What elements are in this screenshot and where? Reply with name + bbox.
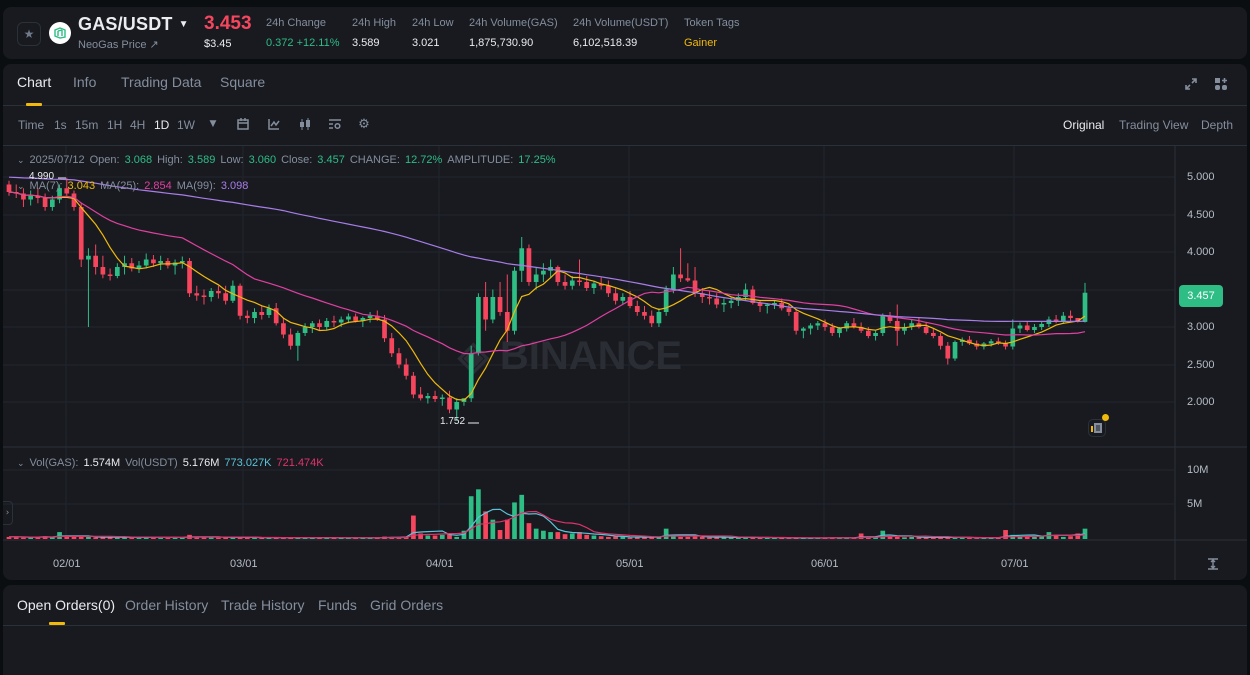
chart-tabs: Chart Info Trading Data Square [3,64,1247,106]
token-logo [49,22,71,44]
pair-selector[interactable]: GAS/USDT ▼ [78,14,189,35]
interval-dropdown-icon[interactable]: ▼ [209,119,217,129]
tag-gainer[interactable]: Gainer [684,37,718,49]
date-label: 03/01 [230,558,258,570]
tab-trade-history[interactable]: Trade History [221,597,305,613]
caret-down-icon: ▼ [178,19,189,30]
active-tab-indicator [26,103,42,106]
pair-name: GAS/USDT [78,14,173,34]
tab-info[interactable]: Info [73,74,97,90]
tab-funds[interactable]: Funds [318,597,357,613]
token-price-link[interactable]: NeoGas Price ↗ [78,39,159,51]
collapse-chevron-icon[interactable]: ⌄ [17,181,25,191]
tab-open-orders[interactable]: Open Orders(0) [17,597,116,613]
view-depth[interactable]: Depth [1201,118,1234,132]
favorite-star-button[interactable]: ★ [17,22,41,46]
notes-button[interactable] [1088,419,1106,437]
stat-24h-low: 24h Low 3.021 [412,17,454,49]
indicators-icon[interactable] [266,116,282,132]
interval-1w[interactable]: 1W [177,118,195,132]
toolbar-divider [3,145,1247,146]
star-icon: ★ [23,27,35,41]
tab-square[interactable]: Square [220,74,266,90]
stat-24h-high: 24h High 3.589 [352,17,397,49]
interval-4h[interactable]: 4H [130,118,146,132]
current-price-tag: 3.457 [1179,285,1223,307]
tab-order-history[interactable]: Order History [125,597,209,613]
stat-24h-change: 24h Change 0.372 +12.11% [266,17,340,49]
axis-fit-icon[interactable] [1206,556,1220,570]
date-label: 06/01 [811,558,839,570]
view-trading-view[interactable]: Trading View [1119,118,1189,132]
notification-dot [1102,414,1109,421]
ticker-bar: ★ GAS/USDT ▼ NeoGas Price ↗ 3.453 $3.45 2… [3,7,1247,59]
stat-24h-volume-usdt: 24h Volume(USDT) 6,102,518.39 [573,17,669,49]
settings-gear-icon[interactable]: ⚙ [358,116,370,132]
interval-15m[interactable]: 15m [75,118,99,132]
tab-grid-orders[interactable]: Grid Orders [370,597,444,613]
collapse-chevron-icon[interactable]: ⌄ [17,458,25,468]
date-label: 04/01 [426,558,454,570]
calendar-icon[interactable] [235,116,251,132]
orders-divider [3,625,1247,626]
stat-token-tags: Token Tags Gainer [684,17,740,49]
tab-chart[interactable]: Chart [17,74,52,90]
last-price: 3.453 [204,13,252,34]
active-tab-indicator [49,622,65,625]
tab-trading-data[interactable]: Trading Data [121,74,202,90]
svg-text:◈ BINANCE: ◈ BINANCE [457,334,682,378]
orders-panel: Open Orders(0) Order History Trade Histo… [3,585,1247,675]
stat-24h-volume-gas: 24h Volume(GAS) 1,875,730.90 [469,17,558,49]
layout-widgets-icon[interactable] [1213,76,1229,92]
chart-panel: Chart Info Trading Data Square Time 1s 1… [3,64,1247,580]
last-price-usd: $3.45 [204,38,232,50]
date-label: 05/01 [616,558,644,570]
candle-type-icon[interactable] [297,116,313,132]
date-label: 07/01 [1001,558,1029,570]
volume-legend: ⌄ Vol(GAS): 1.574M Vol(USDT) 5.176M 773.027K 7… [17,457,324,469]
ma-legend: ⌄ MA(7): 3.043 MA(25): 2.854 MA(99): 3.098 [17,180,249,192]
interval-1d[interactable]: 1D [154,118,170,132]
chart-settings-list-icon[interactable] [327,116,343,132]
fullscreen-icon[interactable] [1183,76,1199,92]
ohlc-legend: ⌄ 2025/07/12 Open: 3.068 High: 3.589 Low: 3.060… [17,154,556,166]
notes-icon [1091,423,1102,433]
date-label: 02/01 [53,558,81,570]
interval-time[interactable]: Time [18,118,45,132]
expand-panel-handle[interactable]: › [3,501,13,525]
interval-1h[interactable]: 1H [107,118,123,132]
view-original[interactable]: Original [1063,118,1105,132]
interval-1s[interactable]: 1s [54,118,67,132]
high-marker-label: 4.990 [29,171,55,182]
candlestick-chart[interactable]: ◈ BINANCE [3,64,1247,580]
collapse-chevron-icon[interactable]: ⌄ [17,155,25,165]
low-marker-label: 1.752 [440,416,466,427]
